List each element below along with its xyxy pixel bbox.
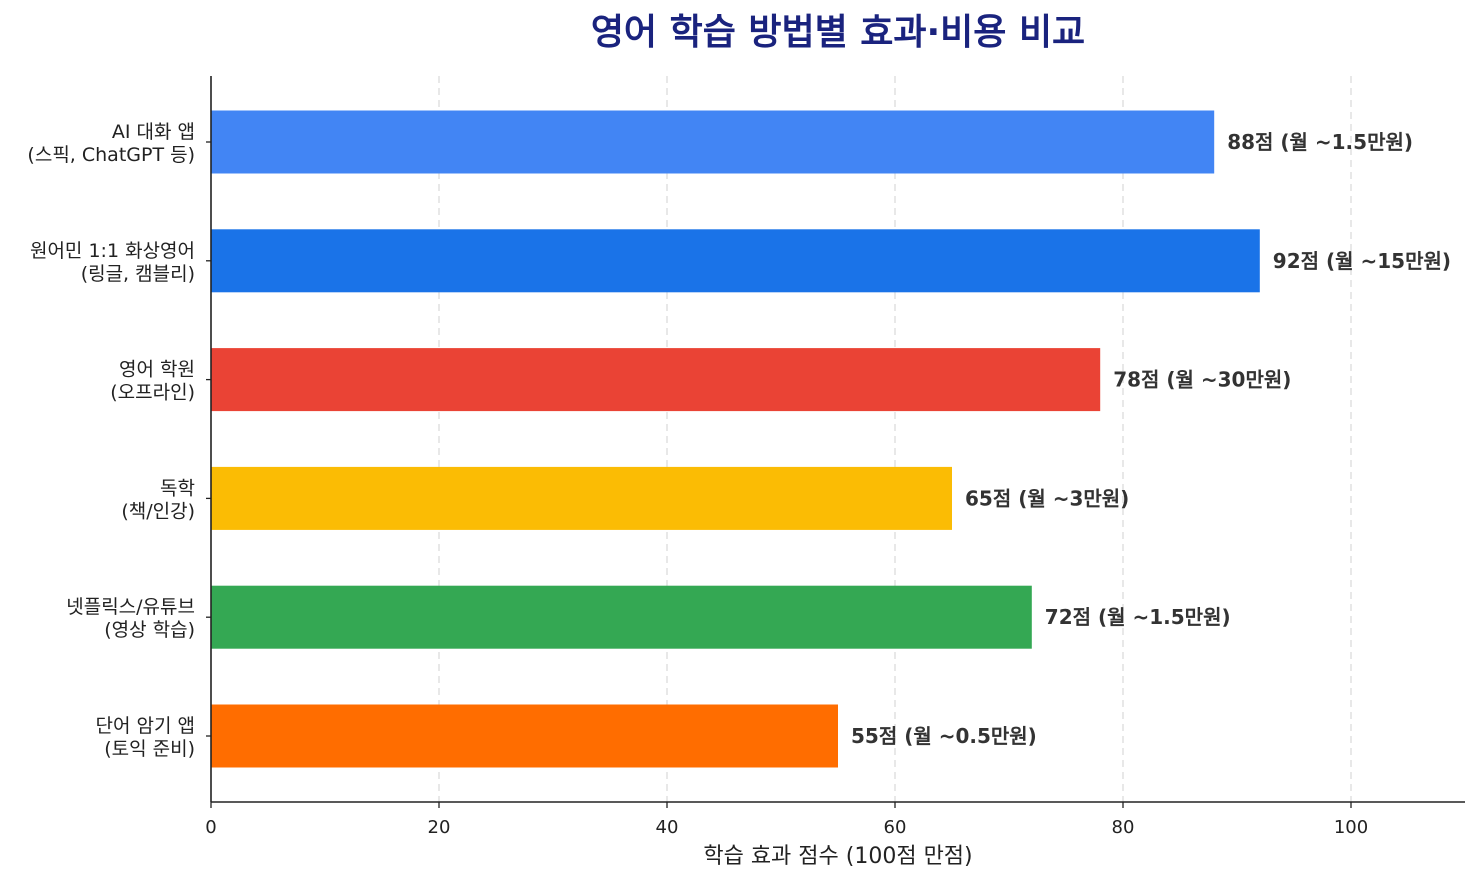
grid-lines [438, 76, 1352, 802]
data-label: 72점 (월 ~1.5만원) [1045, 605, 1231, 629]
chart-title: 영어 학습 방법별 효과·비용 비교 [591, 12, 1085, 53]
x-tick-label: 100 [1334, 817, 1368, 838]
data-label: 88점 (월 ~1.5만원) [1227, 130, 1413, 154]
bar [211, 466, 952, 530]
x-tick-label: 60 [884, 817, 907, 838]
data-label: 55점 (월 ~0.5만원) [851, 724, 1037, 748]
axes [206, 76, 1465, 808]
x-tick-label: 0 [205, 817, 216, 838]
x-tick-label: 20 [428, 817, 451, 838]
x-axis-label: 학습 효과 점수 (100점 만점) [703, 844, 972, 869]
category-label: 독학 (책/인강) [121, 477, 195, 522]
data-label: 65점 (월 ~3만원) [965, 486, 1129, 510]
category-label: 원어민 1:1 화상영어 (링글, 캠블리) [30, 240, 195, 285]
category-label: 영어 학원 (오프라인) [110, 359, 195, 404]
x-tick-label: 40 [656, 817, 679, 838]
category-label: 넷플릭스/유튜브 (영상 학습) [66, 596, 195, 641]
bar [211, 585, 1032, 649]
bar [211, 348, 1101, 412]
bar [211, 229, 1260, 293]
category-label: AI 대화 앱 (스픽, ChatGPT 등) [27, 121, 195, 166]
category-label: 단어 암기 앱 (토익 준비) [96, 715, 195, 760]
bars [211, 110, 1260, 768]
data-label: 92점 (월 ~15만원) [1273, 249, 1451, 273]
x-tick-label: 80 [1112, 817, 1135, 838]
bar [211, 704, 838, 768]
bar [211, 110, 1215, 174]
data-label: 78점 (월 ~30만원) [1113, 368, 1291, 392]
labels: 88점 (월 ~1.5만원) AI 대화 앱 (스픽, ChatGPT 등) 92점 … [27, 121, 1451, 838]
